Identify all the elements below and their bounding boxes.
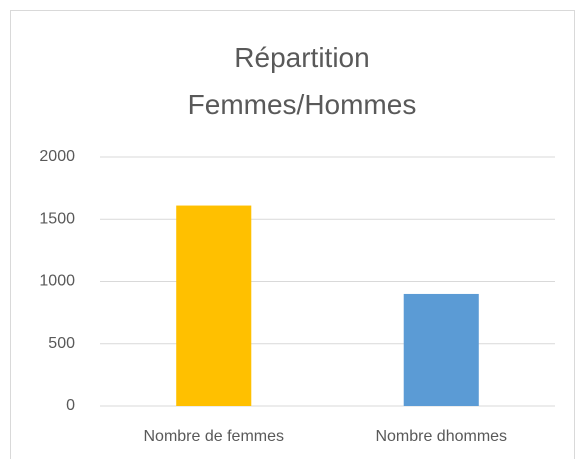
y-tick-label: 1500 — [39, 210, 75, 227]
y-tick-label: 0 — [66, 397, 75, 414]
x-tick-label: Nombre de femmes — [144, 428, 285, 445]
chart-border — [10, 10, 575, 459]
x-tick-label: Nombre dhommes — [375, 428, 507, 445]
y-tick-label: 1000 — [39, 273, 75, 290]
bar — [176, 205, 252, 406]
y-tick-label: 2000 — [39, 148, 75, 165]
y-tick-label: 500 — [48, 335, 75, 352]
chart-title: Répartition Femmes/Hommes — [187, 42, 417, 120]
bar — [403, 293, 479, 406]
